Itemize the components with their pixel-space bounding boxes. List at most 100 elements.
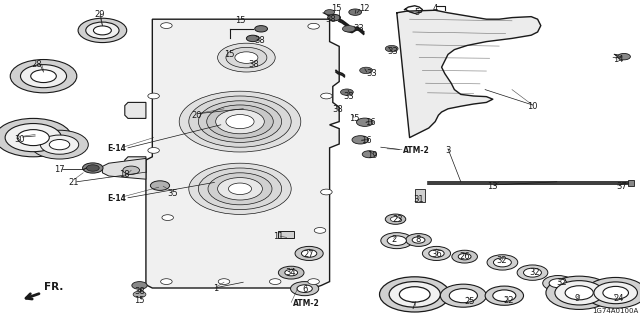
Circle shape xyxy=(226,115,254,129)
Circle shape xyxy=(565,286,593,300)
Text: 16: 16 xyxy=(365,118,376,127)
Circle shape xyxy=(385,45,398,52)
Text: 3: 3 xyxy=(445,146,451,155)
Text: 15: 15 xyxy=(349,114,360,123)
Circle shape xyxy=(86,22,119,39)
Circle shape xyxy=(549,279,567,288)
Text: 27: 27 xyxy=(303,250,314,259)
Text: 1: 1 xyxy=(213,284,218,293)
Circle shape xyxy=(31,70,56,83)
Text: 6: 6 xyxy=(302,285,307,294)
Circle shape xyxy=(226,47,267,68)
Circle shape xyxy=(148,148,159,153)
Text: 38: 38 xyxy=(255,36,266,44)
Text: 9: 9 xyxy=(574,294,579,303)
Circle shape xyxy=(308,23,319,29)
Circle shape xyxy=(295,246,323,260)
Circle shape xyxy=(301,250,317,257)
Text: 25: 25 xyxy=(465,297,475,306)
Circle shape xyxy=(585,277,640,308)
Circle shape xyxy=(297,285,312,292)
Text: 35: 35 xyxy=(168,189,178,198)
Circle shape xyxy=(123,166,140,174)
Text: 12: 12 xyxy=(359,4,369,13)
Circle shape xyxy=(360,67,372,74)
Text: 29: 29 xyxy=(94,10,104,19)
Text: 10: 10 xyxy=(527,102,538,111)
Text: 32: 32 xyxy=(497,256,507,265)
Circle shape xyxy=(218,178,262,200)
Circle shape xyxy=(189,96,291,147)
Circle shape xyxy=(207,105,273,138)
Text: 32: 32 xyxy=(530,268,540,277)
Circle shape xyxy=(83,163,103,173)
Text: 36: 36 xyxy=(431,250,442,259)
Circle shape xyxy=(17,130,49,146)
Circle shape xyxy=(228,183,252,195)
Circle shape xyxy=(198,168,282,210)
Circle shape xyxy=(449,289,477,303)
Text: 34: 34 xyxy=(285,268,296,277)
Polygon shape xyxy=(397,10,541,138)
Circle shape xyxy=(380,277,450,312)
Text: 32: 32 xyxy=(557,278,567,287)
Circle shape xyxy=(387,236,406,245)
Polygon shape xyxy=(146,19,339,288)
Circle shape xyxy=(321,189,332,195)
Bar xyxy=(628,180,634,186)
Circle shape xyxy=(517,265,548,280)
Circle shape xyxy=(493,258,511,267)
Circle shape xyxy=(440,284,486,307)
Text: 38: 38 xyxy=(248,60,259,68)
Text: 8: 8 xyxy=(416,236,421,244)
Circle shape xyxy=(555,281,604,305)
Text: 21: 21 xyxy=(68,178,79,187)
Text: 38: 38 xyxy=(134,287,145,296)
Circle shape xyxy=(452,250,477,263)
Text: 37: 37 xyxy=(617,182,627,191)
Text: 13: 13 xyxy=(488,182,498,191)
Text: 19: 19 xyxy=(367,151,378,160)
Text: 5: 5 xyxy=(415,8,420,17)
Circle shape xyxy=(216,109,264,134)
Circle shape xyxy=(412,237,425,243)
Circle shape xyxy=(543,276,573,291)
Circle shape xyxy=(356,118,373,126)
Text: E-14: E-14 xyxy=(107,194,126,203)
Circle shape xyxy=(385,214,406,224)
Circle shape xyxy=(389,282,440,307)
Circle shape xyxy=(308,279,319,284)
Circle shape xyxy=(314,228,326,233)
Circle shape xyxy=(10,60,77,93)
Circle shape xyxy=(93,26,111,35)
Circle shape xyxy=(31,130,88,159)
Text: 26: 26 xyxy=(460,252,470,261)
Circle shape xyxy=(161,23,172,28)
Circle shape xyxy=(422,246,451,260)
Circle shape xyxy=(40,135,79,154)
Text: 33: 33 xyxy=(366,69,376,78)
Text: 33: 33 xyxy=(388,47,398,56)
Polygon shape xyxy=(102,158,146,179)
Circle shape xyxy=(524,268,541,277)
Text: 2: 2 xyxy=(391,236,396,244)
Bar xyxy=(278,231,294,238)
Text: 4: 4 xyxy=(433,4,438,12)
Text: 24: 24 xyxy=(613,294,623,303)
Text: 33: 33 xyxy=(353,24,364,33)
Circle shape xyxy=(179,91,301,152)
Text: 15: 15 xyxy=(134,296,145,305)
Circle shape xyxy=(340,89,353,95)
Circle shape xyxy=(278,266,304,279)
Circle shape xyxy=(198,101,282,142)
Text: 28: 28 xyxy=(32,60,42,68)
Circle shape xyxy=(208,173,272,205)
Text: 15: 15 xyxy=(224,50,234,59)
Text: 20: 20 xyxy=(192,111,202,120)
Circle shape xyxy=(161,279,172,284)
Circle shape xyxy=(603,286,628,299)
Text: 30: 30 xyxy=(14,135,24,144)
Text: 18: 18 xyxy=(120,170,130,179)
Circle shape xyxy=(399,287,430,302)
Circle shape xyxy=(321,93,332,99)
